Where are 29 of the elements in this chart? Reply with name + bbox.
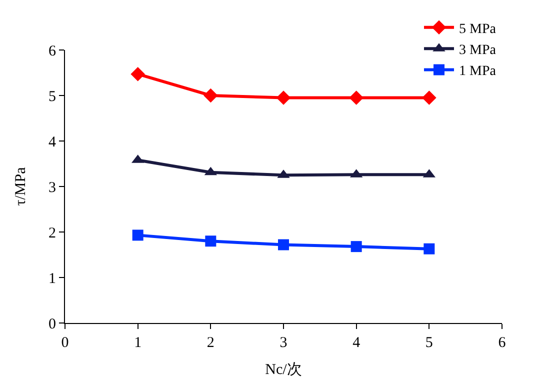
y-tick-label: 6 bbox=[48, 43, 56, 60]
legend-label: 1 MPa bbox=[459, 64, 497, 80]
y-tick-label: 2 bbox=[48, 225, 56, 242]
point bbox=[205, 236, 216, 247]
y-axis-title: τ/MPa bbox=[13, 166, 29, 206]
point bbox=[132, 230, 144, 241]
point bbox=[204, 88, 218, 103]
x-tick-label: 5 bbox=[425, 335, 433, 351]
y-tick-label: 0 bbox=[48, 316, 56, 332]
point bbox=[422, 90, 436, 105]
point bbox=[424, 243, 435, 254]
x-tick-label: 0 bbox=[61, 335, 69, 351]
x-tick-label: 2 bbox=[206, 335, 214, 351]
x-tick-label: 1 bbox=[134, 335, 142, 351]
point bbox=[349, 90, 364, 105]
y-tick-label: 3 bbox=[48, 180, 56, 196]
point bbox=[130, 66, 145, 82]
y-tick-label: 4 bbox=[48, 134, 56, 150]
y-tick-label: 5 bbox=[48, 88, 56, 105]
x-tick-label: 6 bbox=[498, 335, 506, 351]
x-tick-label: 4 bbox=[352, 335, 361, 351]
y-tick-label: 1 bbox=[48, 270, 56, 287]
legend-label: 5 MPa bbox=[459, 22, 497, 37]
x-axis-title: Nc/次 bbox=[265, 362, 302, 378]
point bbox=[276, 90, 291, 105]
legend-label: 3 MPa bbox=[459, 43, 497, 58]
point bbox=[278, 239, 289, 250]
x-tick-label: 3 bbox=[280, 335, 288, 351]
point bbox=[350, 241, 362, 252]
